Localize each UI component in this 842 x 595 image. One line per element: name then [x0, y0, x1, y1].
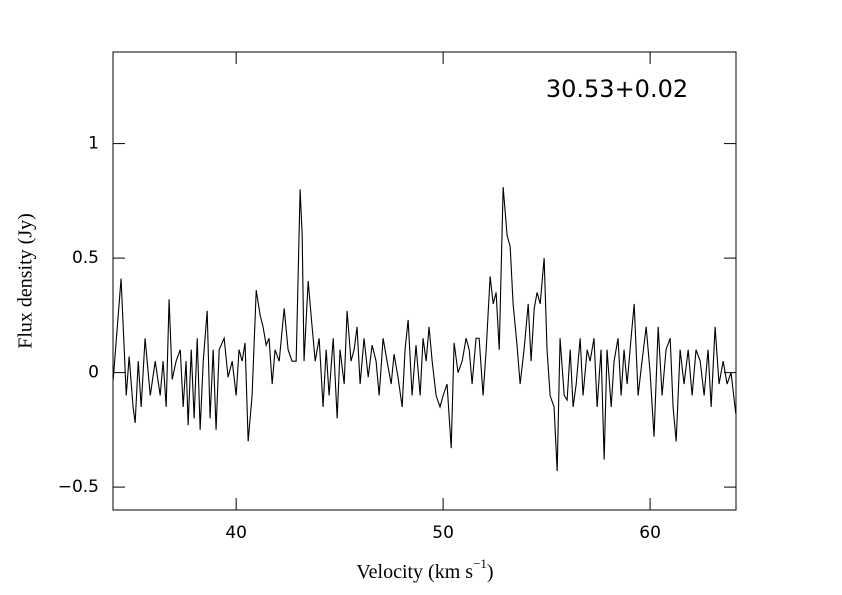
x-label-end: )	[487, 561, 494, 583]
y-tick-label: 1	[88, 134, 99, 154]
x-tick-label: 60	[639, 523, 661, 543]
plot-frame	[112, 51, 737, 511]
x-tick-label: 40	[225, 523, 247, 543]
spectrum-line	[112, 187, 737, 472]
y-axis-label: Flux density (Jy)	[15, 213, 37, 349]
annotation: 30.53+0.02	[546, 75, 688, 103]
x-axis-label: Velocity (km s−1)	[356, 556, 493, 583]
x-label-text: Velocity (km s	[356, 561, 473, 583]
x-label-sup: −1	[473, 556, 487, 571]
x-tick-label: 50	[432, 523, 454, 543]
y-tick-label: 0	[88, 363, 99, 383]
y-tick-label: 0.5	[72, 248, 99, 268]
y-tick-label: −0.5	[58, 477, 99, 497]
